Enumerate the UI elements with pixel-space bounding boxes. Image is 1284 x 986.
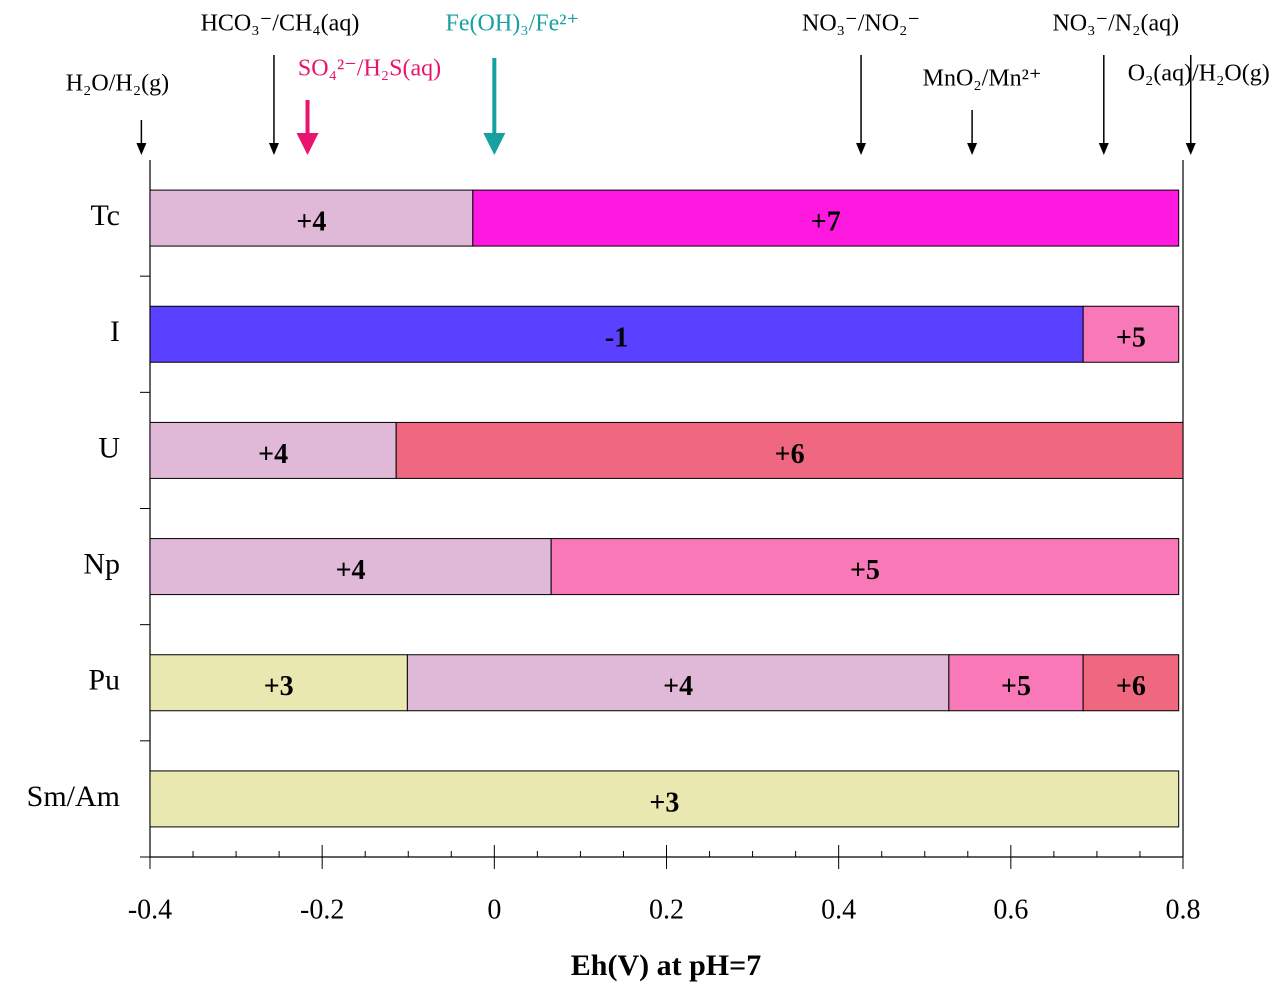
x-tick-label: 0.6	[993, 894, 1028, 925]
category-label: Tc	[90, 199, 120, 232]
segment	[395, 421, 1184, 479]
couple-arrowhead	[1185, 143, 1196, 155]
couple-label: O₂(aq)/H₂O(g)	[1128, 61, 1270, 87]
segment-label: +6	[1116, 671, 1146, 702]
segment-label: +5	[850, 555, 880, 586]
couple-label: SO₄²⁻/H₂S(aq)	[298, 56, 441, 82]
couple-arrowhead	[856, 143, 867, 155]
couple-label: H₂O/H₂(g)	[66, 71, 169, 97]
segment	[948, 654, 1084, 712]
x-tick-label: 0.2	[649, 894, 684, 925]
couple-arrowhead	[268, 143, 279, 155]
segment-label: +4	[258, 439, 288, 470]
x-tick-label: -0.2	[300, 894, 344, 925]
segment	[1082, 654, 1180, 712]
couple-arrowhead	[1098, 143, 1109, 155]
segment-label: +3	[649, 787, 679, 818]
x-tick-label: -0.4	[128, 894, 172, 925]
couple-label: HCO₃⁻/CH₄(aq)	[201, 11, 360, 37]
x-axis-label: Eh(V) at pH=7	[571, 949, 761, 982]
segment-label: +4	[296, 207, 326, 238]
segment	[149, 421, 397, 479]
segment	[406, 654, 950, 712]
category-label: U	[98, 431, 120, 464]
couple-arrowhead	[296, 133, 319, 155]
couple-arrowhead	[136, 143, 147, 155]
couple-label: NO₃⁻/N₂(aq)	[1052, 11, 1179, 37]
segment-label: +6	[775, 439, 805, 470]
couple-arrowhead	[967, 143, 978, 155]
segment-label: +4	[663, 671, 693, 702]
category-label: Pu	[88, 664, 120, 697]
segment	[472, 189, 1180, 247]
x-tick-label: 0.8	[1166, 894, 1201, 925]
segment-label: +4	[336, 555, 366, 586]
couple-label: Fe(OH)₃/Fe²⁺	[446, 11, 580, 37]
segment	[149, 770, 1180, 828]
segment	[149, 654, 408, 712]
segment	[550, 538, 1180, 596]
couple-label: NO₃⁻/NO₂⁻	[802, 11, 920, 37]
segment	[149, 305, 1084, 363]
segment	[149, 538, 552, 596]
segment-label: +5	[1116, 323, 1146, 354]
couple-label: MnO₂/Mn²⁺	[923, 66, 1042, 92]
segment	[149, 189, 474, 247]
x-tick-label: 0.4	[821, 894, 856, 925]
couple-arrowhead	[483, 133, 506, 155]
category-label: I	[110, 315, 120, 348]
segment-label: +3	[264, 671, 294, 702]
segment-label: +5	[1001, 671, 1031, 702]
segment-label: -1	[605, 323, 628, 354]
segment	[1082, 305, 1180, 363]
category-label: Np	[83, 547, 120, 580]
x-tick-label: 0	[487, 894, 501, 925]
segment-label: +7	[811, 207, 841, 238]
category-label: Sm/Am	[27, 780, 120, 813]
